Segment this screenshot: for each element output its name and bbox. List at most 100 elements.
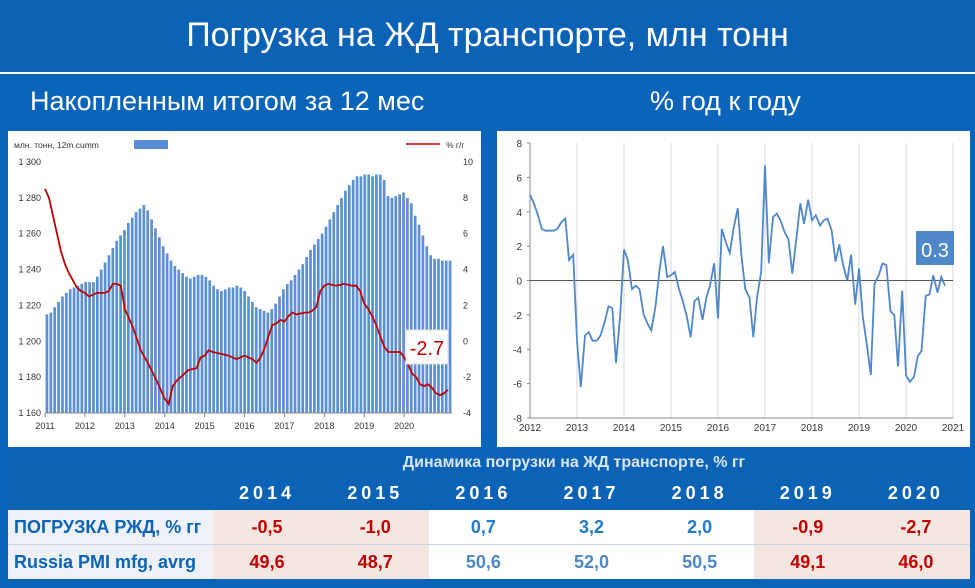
data-bar xyxy=(99,269,103,413)
x-tick-label: 2012 xyxy=(519,423,542,434)
data-bar xyxy=(293,274,297,413)
data-bar xyxy=(313,244,316,413)
data-bar xyxy=(409,203,413,413)
table-cell: -1,0 xyxy=(321,510,430,545)
data-bar xyxy=(355,176,359,413)
y-right-tick-label: 6 xyxy=(463,229,468,239)
right-chart-panel: 2012 2013 2014 2015 2016 2017 2018 2019 2020 2021… xyxy=(497,131,970,447)
data-bar xyxy=(394,196,398,413)
table-row: ПОГРУЗКА РЖД, % гг -0,5 -1,0 0,7 3,2 2,0… xyxy=(8,510,970,545)
data-bar xyxy=(305,257,308,413)
annotation-box xyxy=(405,329,449,365)
x-tick-label: 2020 xyxy=(394,421,414,431)
data-bar xyxy=(332,212,336,413)
legend-bars-swatch xyxy=(134,140,168,149)
data-bar xyxy=(72,287,76,413)
x-tick-label: 2016 xyxy=(707,423,730,434)
data-bar xyxy=(239,287,243,413)
y-left-tick-label: 1 240 xyxy=(18,265,41,275)
data-bar xyxy=(161,246,165,413)
data-bar xyxy=(324,226,328,413)
data-bar xyxy=(204,276,208,413)
data-bar xyxy=(130,217,134,413)
data-bar xyxy=(266,312,270,413)
y-tick-label: -8 xyxy=(513,414,522,425)
table-cell: 52,0 xyxy=(537,544,646,579)
yoy-red-line xyxy=(44,188,449,407)
table-caption: Динамика погрузки на ЖД транспорте, % гг xyxy=(402,454,746,471)
data-bar xyxy=(413,215,417,413)
table-cell: -0,9 xyxy=(753,510,862,545)
data-bar xyxy=(92,282,95,413)
table-cell: 49,1 xyxy=(753,544,862,579)
x-tick-label: 2011 xyxy=(35,421,54,431)
data-bar xyxy=(196,274,200,413)
data-bar xyxy=(390,197,394,413)
data-bar xyxy=(200,274,204,413)
data-bar xyxy=(336,205,340,413)
year-header: 2016 xyxy=(455,482,512,503)
data-bar xyxy=(386,196,390,413)
data-bar xyxy=(189,278,192,413)
data-bar xyxy=(103,262,107,413)
x-tick-label: 2015 xyxy=(195,421,215,431)
dynamics-table: Динамика погрузки на ЖД транспорте, % гг… xyxy=(8,450,970,586)
data-bar xyxy=(192,276,196,413)
year-header: 2019 xyxy=(779,482,836,503)
table-cell: 50,5 xyxy=(645,544,754,579)
data-bar xyxy=(262,310,266,413)
data-bar xyxy=(223,289,227,413)
data-bar xyxy=(123,230,126,413)
x-tick-label: 2014 xyxy=(613,423,636,434)
data-bar xyxy=(181,273,184,413)
data-bar xyxy=(254,307,258,413)
y-right-tick-label: 8 xyxy=(463,193,468,203)
x-tick-label: 2018 xyxy=(314,421,334,431)
y-right-tick-label: 0 xyxy=(463,336,468,346)
x-tick-label: 2017 xyxy=(754,423,777,434)
data-bar xyxy=(45,314,49,413)
table-row: Russia PMI mfg, avrg 49,6 48,7 50,6 52,0… xyxy=(8,544,970,579)
data-bar xyxy=(216,289,219,413)
data-bar xyxy=(68,289,72,413)
year-header: 2017 xyxy=(563,482,620,503)
x-tick-label: 2012 xyxy=(75,421,95,431)
table-cell: 46,0 xyxy=(861,544,970,579)
data-bar xyxy=(177,269,181,413)
year-header: 2014 xyxy=(239,482,296,503)
data-bar xyxy=(417,224,421,413)
x-tick-label: 2014 xyxy=(155,421,175,431)
data-bar xyxy=(235,285,239,413)
table-cell: 50,6 xyxy=(429,544,538,579)
data-bar xyxy=(173,265,177,413)
data-bar xyxy=(220,291,223,413)
x-tick-label: 2019 xyxy=(848,423,871,434)
y-tick-label: 4 xyxy=(516,208,522,219)
y-left-tick-label: 1 280 xyxy=(18,193,41,203)
y-tick-label: 2 xyxy=(516,242,522,253)
x-tick-label: 2015 xyxy=(660,423,683,434)
data-bar xyxy=(208,280,212,413)
data-bar xyxy=(320,233,324,413)
data-bar xyxy=(154,228,157,413)
y-left-tick-label: 1 260 xyxy=(18,229,41,239)
page-title: Погрузка на ЖД транспорте, млн тонн xyxy=(186,16,789,54)
cumulative-loading-chart: млн. тонн, 12m cumm % г/г 1 160 1 180 1 200 1… xyxy=(14,140,473,431)
y-tick-label: 0 xyxy=(516,277,522,288)
data-bar xyxy=(367,174,371,413)
data-bar xyxy=(53,307,57,413)
y-left-tick-label: 1 220 xyxy=(18,300,41,310)
data-bar xyxy=(165,253,169,413)
data-bar xyxy=(448,260,452,413)
data-bar xyxy=(285,283,289,413)
table-cell: 49,6 xyxy=(213,544,322,579)
data-bar xyxy=(375,174,378,413)
data-bar xyxy=(95,276,99,413)
data-bar xyxy=(340,197,343,413)
data-bar xyxy=(138,208,142,413)
legend-line-label: % г/г xyxy=(446,140,464,150)
row-label: ПОГРУЗКА РЖД, % гг xyxy=(8,510,213,545)
data-bar xyxy=(134,212,138,413)
data-bar xyxy=(258,309,262,413)
data-bar xyxy=(382,179,386,413)
